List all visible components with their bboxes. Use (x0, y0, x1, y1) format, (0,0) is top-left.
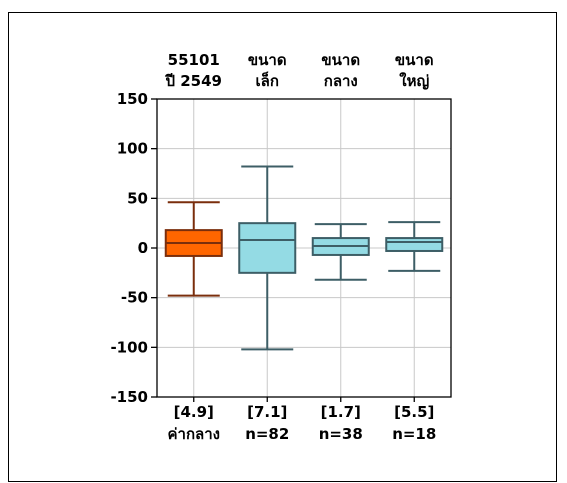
y-tick-label-3: 0 (138, 239, 148, 257)
y-tick-label-4: -50 (121, 289, 148, 307)
top-label-2-0: ขนาด (321, 51, 360, 69)
top-label-3-1: ใหญ่ (399, 72, 429, 90)
bottom-label-1-1: n=82 (245, 425, 289, 443)
box-plot-chart: 150 100 50 0 -50 -100 -150 55101 ปี 2549 ขนาดเล็ก… (110, 51, 452, 443)
bottom-label-3-1: n=18 (392, 425, 436, 443)
top-label-2-1: กลาง (324, 72, 358, 90)
bottom-label-1-0: [7.1] (247, 403, 287, 421)
top-label-1-1: เล็ก (256, 71, 279, 90)
y-tick-label-5: -100 (110, 338, 148, 356)
top-label-1-0: ขนาด (248, 51, 287, 69)
bottom-label-3-0: [5.5] (394, 403, 434, 421)
top-label-0-0: 55101 (168, 51, 220, 69)
bottom-label-0-1: ค่ากลาง (168, 425, 220, 443)
bottom-label-2-1: n=38 (319, 425, 363, 443)
y-tick-label-6: -150 (110, 388, 148, 406)
bottom-label-0-0: [4.9] (174, 403, 214, 421)
top-label-3-0: ขนาด (395, 51, 434, 69)
bottom-label-2-0: [1.7] (321, 403, 361, 421)
box-3 (385, 237, 444, 252)
chart-frame: 150 100 50 0 -50 -100 -150 55101 ปี 2549 ขนาดเล็ก… (8, 12, 557, 482)
y-tick-label-1: 100 (117, 140, 148, 158)
box-1 (238, 222, 297, 274)
y-tick-label-0: 150 (117, 90, 148, 108)
y-tick-label-2: 50 (127, 189, 148, 207)
top-label-0-1: ปี 2549 (165, 72, 222, 90)
